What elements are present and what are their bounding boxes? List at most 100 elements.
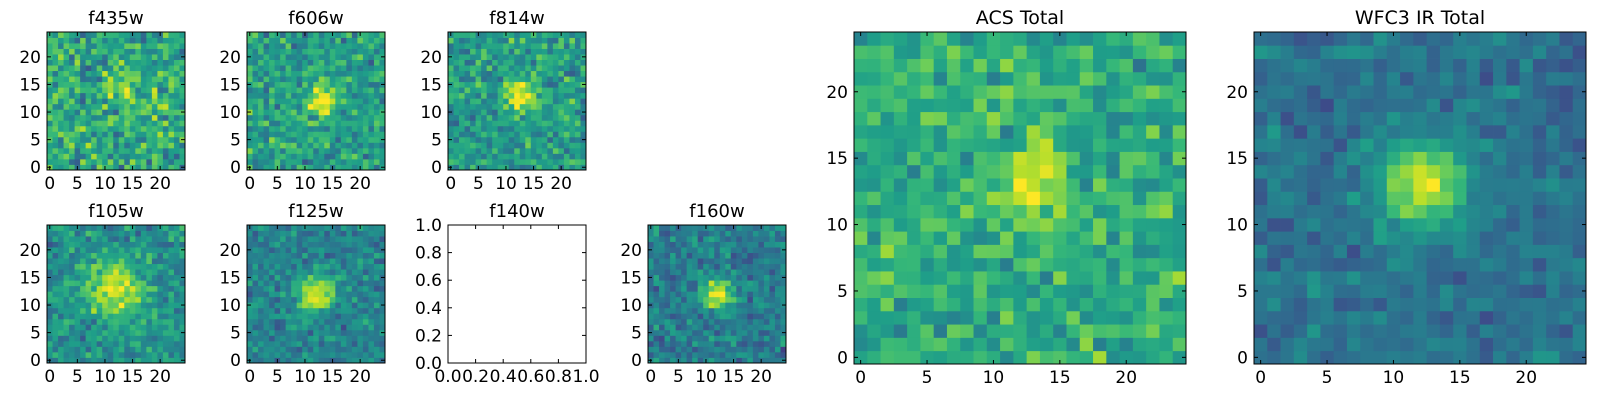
heatmap-cell — [697, 346, 704, 353]
heatmap-cell — [880, 32, 895, 46]
heatmap-cell — [1066, 231, 1081, 245]
heatmap-cell — [318, 252, 325, 259]
heatmap-cell — [168, 98, 175, 105]
x-tick-label: 15 — [723, 367, 745, 387]
heatmap-cell — [541, 76, 548, 83]
heatmap-cell — [302, 324, 309, 331]
heatmap-cell — [340, 48, 347, 55]
heatmap-cell — [1466, 231, 1481, 245]
heatmap-cell — [675, 307, 682, 314]
heatmap-cell — [313, 32, 320, 38]
heatmap-cell — [1093, 138, 1107, 152]
heatmap-cell — [302, 236, 309, 242]
heatmap-cell — [63, 158, 70, 165]
heatmap-cell — [1000, 138, 1014, 152]
heatmap-cell — [525, 92, 532, 99]
heatmap-cell — [318, 103, 325, 110]
heatmap-cell — [168, 158, 175, 165]
heatmap-cell — [124, 87, 131, 94]
heatmap-cell — [1106, 271, 1120, 285]
heatmap-cell — [258, 302, 264, 309]
heatmap-cell — [774, 296, 781, 303]
heatmap-cell — [146, 307, 153, 314]
heatmap-cell — [769, 318, 776, 325]
heatmap-cell — [1093, 337, 1107, 352]
heatmap-cell — [558, 131, 565, 138]
heatmap-cell — [1066, 111, 1081, 126]
heatmap-cell — [1053, 217, 1067, 232]
heatmap-cell — [362, 230, 369, 237]
heatmap-cell — [157, 263, 164, 270]
y-tick-label: 5 — [230, 131, 241, 151]
heatmap-cell — [168, 351, 175, 358]
heatmap-cell — [1026, 284, 1041, 298]
heatmap-cell — [263, 109, 270, 116]
heatmap-cell — [880, 164, 895, 179]
heatmap-cell — [52, 313, 59, 320]
heatmap-cell — [758, 296, 765, 303]
heatmap-cell — [58, 318, 64, 325]
heatmap-cell — [362, 131, 369, 138]
heatmap-cell — [324, 335, 331, 342]
heatmap-cell — [580, 98, 587, 105]
heatmap-cell — [157, 329, 164, 336]
heatmap-cell — [497, 54, 504, 60]
heatmap-cell — [269, 335, 275, 342]
heatmap-cell — [464, 48, 471, 55]
heatmap-cell — [1360, 324, 1374, 338]
heatmap-cell — [492, 98, 499, 105]
heatmap-cell — [274, 70, 281, 77]
heatmap-cell — [373, 70, 380, 77]
heatmap-cell — [379, 87, 386, 94]
heatmap-cell — [107, 147, 114, 154]
heatmap-cell — [296, 48, 303, 55]
heatmap-cell — [552, 81, 559, 88]
heatmap-cell — [135, 131, 142, 138]
heatmap-cell — [1413, 310, 1428, 325]
heatmap-cell — [113, 225, 120, 231]
heatmap-cell — [1066, 151, 1081, 166]
heatmap-cell — [675, 318, 682, 325]
heatmap-cell — [558, 136, 565, 143]
heatmap-cell — [547, 125, 554, 132]
heatmap-cell — [552, 114, 559, 121]
heatmap-cell — [140, 280, 147, 287]
heatmap-cell — [373, 269, 380, 276]
heatmap-cell — [373, 98, 380, 105]
heatmap-cell — [1280, 178, 1295, 192]
heatmap-cell — [118, 81, 125, 88]
heatmap-cell — [714, 318, 721, 325]
heatmap-cell — [151, 32, 158, 38]
heatmap-cell — [351, 258, 358, 265]
heatmap-cell — [129, 131, 136, 138]
heatmap-cell — [1479, 191, 1494, 206]
heatmap-cell — [648, 236, 654, 242]
heatmap-cell — [274, 280, 281, 287]
heatmap-cell — [1172, 32, 1187, 46]
heatmap-cell — [58, 37, 64, 44]
heatmap-cell — [741, 357, 748, 364]
heatmap-cell — [274, 87, 281, 94]
heatmap-cell — [113, 131, 120, 138]
heatmap-cell — [280, 318, 287, 325]
heatmap-cell — [247, 76, 253, 83]
heatmap-cell — [340, 81, 347, 88]
heatmap-cell — [168, 37, 175, 44]
heatmap-cell — [168, 274, 175, 281]
heatmap-cell — [346, 225, 353, 231]
heatmap-cell — [558, 59, 565, 66]
heatmap-cell — [1453, 244, 1467, 259]
heatmap-cell — [563, 98, 570, 105]
heatmap-cell — [263, 307, 270, 314]
heatmap-cell — [774, 263, 781, 270]
heatmap-cell — [659, 252, 665, 259]
heatmap-cell — [933, 310, 948, 325]
heatmap-cell — [946, 111, 961, 126]
heatmap-cell — [291, 274, 298, 281]
heatmap-cell — [1000, 111, 1014, 126]
heatmap-cell — [854, 324, 868, 338]
heatmap-cell — [708, 225, 715, 231]
panel-title: ACS Total — [976, 7, 1064, 29]
heatmap-cell — [867, 98, 881, 113]
heatmap-cell — [686, 241, 693, 248]
